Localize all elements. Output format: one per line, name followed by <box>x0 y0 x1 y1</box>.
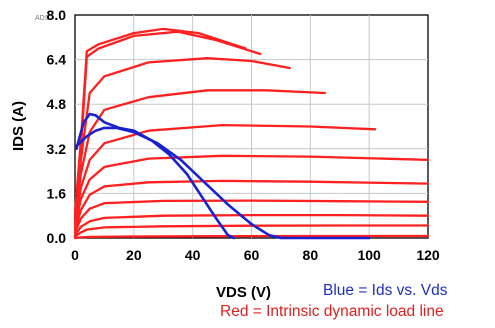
load-line-curve <box>73 213 430 237</box>
x-tick-labels: 0 20 40 60 80 100 120 <box>71 247 440 263</box>
x-tick-label: 80 <box>303 247 319 263</box>
blue-legend-note: Blue = Ids vs. Vds <box>323 282 448 299</box>
ads-corner-tag: ADS <box>35 15 50 22</box>
red-legend-note: Red = Intrinsic dynamic load line <box>220 303 444 320</box>
y-tick-label: 8.0 <box>47 7 67 23</box>
y-tick-label: 4.8 <box>47 96 67 112</box>
series-group <box>73 27 430 240</box>
x-tick-label: 40 <box>185 247 201 263</box>
load-line-curve <box>73 224 430 238</box>
x-tick-label: 20 <box>126 247 142 263</box>
y-tick-label: 6.4 <box>47 52 67 68</box>
load-line-curve <box>73 154 430 228</box>
y-tick-label: 3.2 <box>47 141 67 157</box>
y-tick-label: 1.6 <box>47 185 67 201</box>
grid <box>75 15 428 238</box>
ids-vds-curve <box>75 112 236 240</box>
ids-vds-curve <box>75 126 371 240</box>
y-tick-label: 0.0 <box>47 230 67 246</box>
load-line-curve <box>73 57 291 220</box>
x-tick-label: 120 <box>416 247 440 263</box>
x-tick-label: 100 <box>357 247 381 263</box>
x-tick-label: 60 <box>244 247 260 263</box>
load-line-curve <box>73 234 430 240</box>
x-tick-label: 0 <box>71 247 79 263</box>
y-axis-title: IDS (A) <box>10 101 27 151</box>
x-axis-title: VDS (V) <box>216 284 271 301</box>
y-tick-labels: 0.0 1.6 3.2 4.8 6.4 8.0 <box>47 7 67 246</box>
load-line-curve <box>73 199 430 234</box>
load-line-curve <box>73 89 327 223</box>
load-line-curve <box>73 123 377 226</box>
load-line-curve <box>73 179 430 231</box>
